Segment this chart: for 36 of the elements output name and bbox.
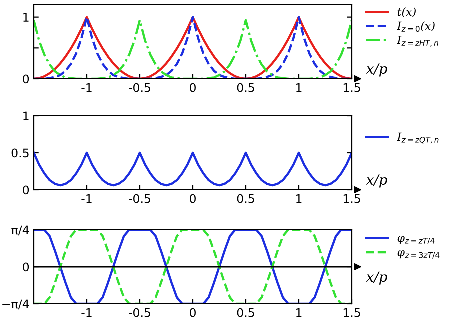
x-tick-label: -0.5: [129, 308, 150, 318]
y-tick-label: −π/4: [2, 300, 30, 310]
y-tick-label: 0: [23, 262, 30, 272]
x-tick-label: -1: [82, 84, 92, 92]
y-tick-label: 1: [24, 13, 29, 22]
line-series: [34, 152, 352, 187]
x-tick-label: -0.5: [129, 194, 150, 204]
x-tick-label: 0: [190, 308, 196, 318]
x-tick-label: 0: [190, 83, 196, 92]
legend-label: φ$_{z=3zT/4}$: [398, 250, 440, 259]
x-axis-title: x/p: [366, 174, 388, 188]
legend-label: I$_{z=0}$(x): [397, 22, 435, 32]
y-tick-label: 1: [24, 112, 29, 120]
legend-label: t(x): [398, 8, 416, 18]
x-tick-label: 0.5: [237, 83, 254, 92]
x-axis-title: x/p: [366, 272, 388, 285]
y-tick-label: 0: [23, 186, 30, 195]
x-tick-label: 1.5: [344, 194, 360, 204]
text: I$_{z=zQT,n}$: [397, 132, 439, 144]
legend-label: I$_{z=zHT,n}$: [397, 36, 438, 47]
x-tick-label: 0.5: [237, 308, 254, 318]
x-tick-label: 1: [296, 308, 302, 318]
x-tick-label: 0: [190, 194, 196, 204]
x-tick-label: 1: [296, 84, 302, 92]
x-tick-label: 1.5: [344, 308, 360, 318]
y-tick-label: 0: [23, 74, 30, 84]
x-tick-label: -0.5: [129, 83, 150, 92]
legend-label: φ$_{z=zT/4}$: [398, 236, 435, 245]
x-tick-label: 1.5: [344, 84, 360, 92]
x-tick-label: -1: [82, 194, 92, 204]
y-tick-label: 0.5: [12, 148, 29, 158]
x-tick-label: 1: [296, 194, 302, 204]
x-tick-label: -1: [82, 308, 92, 318]
y-tick-label: π/4: [12, 226, 30, 236]
x-tick-label: 0.5: [237, 194, 254, 204]
x-axis-title: x/p: [366, 64, 388, 77]
